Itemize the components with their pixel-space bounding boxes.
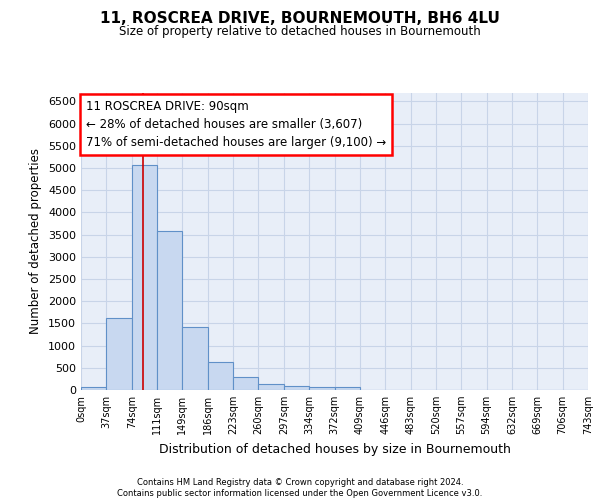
- Bar: [106, 318, 132, 390]
- Bar: [259, 384, 284, 390]
- Text: Size of property relative to detached houses in Bournemouth: Size of property relative to detached ho…: [119, 25, 481, 38]
- Bar: [182, 328, 208, 390]
- Bar: [81, 387, 106, 390]
- Bar: [233, 377, 259, 390]
- Bar: [335, 388, 360, 390]
- Bar: [208, 362, 233, 390]
- X-axis label: Distribution of detached houses by size in Bournemouth: Distribution of detached houses by size …: [158, 442, 511, 456]
- Text: Contains HM Land Registry data © Crown copyright and database right 2024.
Contai: Contains HM Land Registry data © Crown c…: [118, 478, 482, 498]
- Text: 11 ROSCREA DRIVE: 90sqm
← 28% of detached houses are smaller (3,607)
71% of semi: 11 ROSCREA DRIVE: 90sqm ← 28% of detache…: [86, 100, 386, 149]
- Y-axis label: Number of detached properties: Number of detached properties: [29, 148, 43, 334]
- Text: 11, ROSCREA DRIVE, BOURNEMOUTH, BH6 4LU: 11, ROSCREA DRIVE, BOURNEMOUTH, BH6 4LU: [100, 11, 500, 26]
- Bar: [309, 387, 335, 390]
- Bar: [284, 386, 309, 390]
- Bar: [157, 232, 182, 390]
- Bar: [132, 166, 157, 390]
